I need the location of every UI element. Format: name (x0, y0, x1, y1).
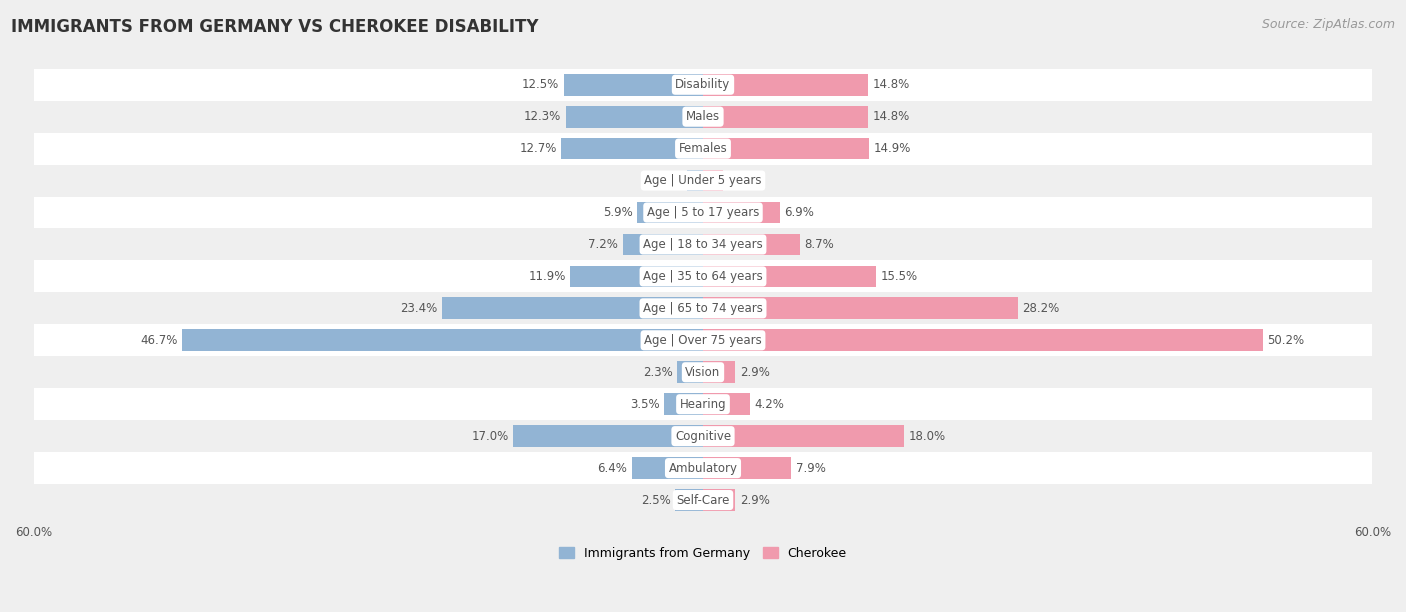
Text: 12.7%: 12.7% (519, 142, 557, 155)
Bar (564, 74, 703, 95)
Bar (34, 196, 1372, 228)
Bar (34, 261, 1372, 293)
Text: 18.0%: 18.0% (908, 430, 945, 442)
Bar (34, 420, 1372, 452)
Text: 4.2%: 4.2% (755, 398, 785, 411)
Bar (561, 138, 703, 160)
Text: 2.9%: 2.9% (740, 366, 769, 379)
Text: Age | Under 5 years: Age | Under 5 years (644, 174, 762, 187)
Bar (703, 202, 780, 223)
Text: 6.9%: 6.9% (785, 206, 814, 219)
Text: 2.5%: 2.5% (641, 493, 671, 507)
Text: 8.7%: 8.7% (804, 238, 834, 251)
Bar (34, 165, 1372, 196)
Bar (675, 489, 703, 511)
Bar (34, 228, 1372, 261)
Text: 2.9%: 2.9% (740, 493, 769, 507)
Text: 14.8%: 14.8% (873, 78, 910, 91)
Text: IMMIGRANTS FROM GERMANY VS CHEROKEE DISABILITY: IMMIGRANTS FROM GERMANY VS CHEROKEE DISA… (11, 18, 538, 36)
Bar (703, 425, 904, 447)
Bar (703, 329, 1263, 351)
Bar (34, 356, 1372, 388)
Text: Disability: Disability (675, 78, 731, 91)
Text: Ambulatory: Ambulatory (668, 461, 738, 474)
Bar (703, 457, 792, 479)
Text: 2.3%: 2.3% (643, 366, 673, 379)
Bar (513, 425, 703, 447)
Bar (703, 362, 735, 383)
Bar (703, 266, 876, 287)
Text: Males: Males (686, 110, 720, 123)
Bar (34, 293, 1372, 324)
Bar (34, 452, 1372, 484)
Text: Source: ZipAtlas.com: Source: ZipAtlas.com (1261, 18, 1395, 31)
Bar (631, 457, 703, 479)
Text: 7.2%: 7.2% (588, 238, 619, 251)
Text: 3.5%: 3.5% (630, 398, 659, 411)
Bar (34, 388, 1372, 420)
Bar (703, 297, 1018, 319)
Bar (688, 170, 703, 192)
Bar (441, 297, 703, 319)
Bar (34, 133, 1372, 165)
Bar (703, 489, 735, 511)
Text: Age | 5 to 17 years: Age | 5 to 17 years (647, 206, 759, 219)
Text: Hearing: Hearing (679, 398, 727, 411)
Bar (678, 362, 703, 383)
Bar (703, 138, 869, 160)
Bar (571, 266, 703, 287)
Legend: Immigrants from Germany, Cherokee: Immigrants from Germany, Cherokee (554, 542, 852, 565)
Bar (34, 69, 1372, 101)
Text: 12.3%: 12.3% (524, 110, 561, 123)
Text: 1.4%: 1.4% (652, 174, 683, 187)
Text: Age | 65 to 74 years: Age | 65 to 74 years (643, 302, 763, 315)
Text: Age | Over 75 years: Age | Over 75 years (644, 334, 762, 347)
Text: 15.5%: 15.5% (880, 270, 918, 283)
Text: 50.2%: 50.2% (1268, 334, 1305, 347)
Text: 6.4%: 6.4% (598, 461, 627, 474)
Text: 17.0%: 17.0% (471, 430, 509, 442)
Text: 28.2%: 28.2% (1022, 302, 1059, 315)
Text: Age | 18 to 34 years: Age | 18 to 34 years (643, 238, 763, 251)
Text: 11.9%: 11.9% (529, 270, 565, 283)
Text: Females: Females (679, 142, 727, 155)
Bar (703, 106, 868, 127)
Text: 7.9%: 7.9% (796, 461, 825, 474)
Bar (34, 101, 1372, 133)
Bar (637, 202, 703, 223)
Text: Cognitive: Cognitive (675, 430, 731, 442)
Bar (703, 74, 868, 95)
Bar (34, 324, 1372, 356)
Text: 46.7%: 46.7% (141, 334, 177, 347)
Bar (181, 329, 703, 351)
Bar (703, 170, 723, 192)
Text: 14.8%: 14.8% (873, 110, 910, 123)
Text: Age | 35 to 64 years: Age | 35 to 64 years (643, 270, 763, 283)
Bar (623, 234, 703, 255)
Text: Self-Care: Self-Care (676, 493, 730, 507)
Bar (34, 484, 1372, 516)
Text: 1.8%: 1.8% (727, 174, 758, 187)
Text: 12.5%: 12.5% (522, 78, 560, 91)
Bar (703, 234, 800, 255)
Bar (565, 106, 703, 127)
Text: 14.9%: 14.9% (873, 142, 911, 155)
Text: 23.4%: 23.4% (401, 302, 437, 315)
Bar (703, 394, 749, 415)
Text: 5.9%: 5.9% (603, 206, 633, 219)
Bar (664, 394, 703, 415)
Text: Vision: Vision (685, 366, 721, 379)
